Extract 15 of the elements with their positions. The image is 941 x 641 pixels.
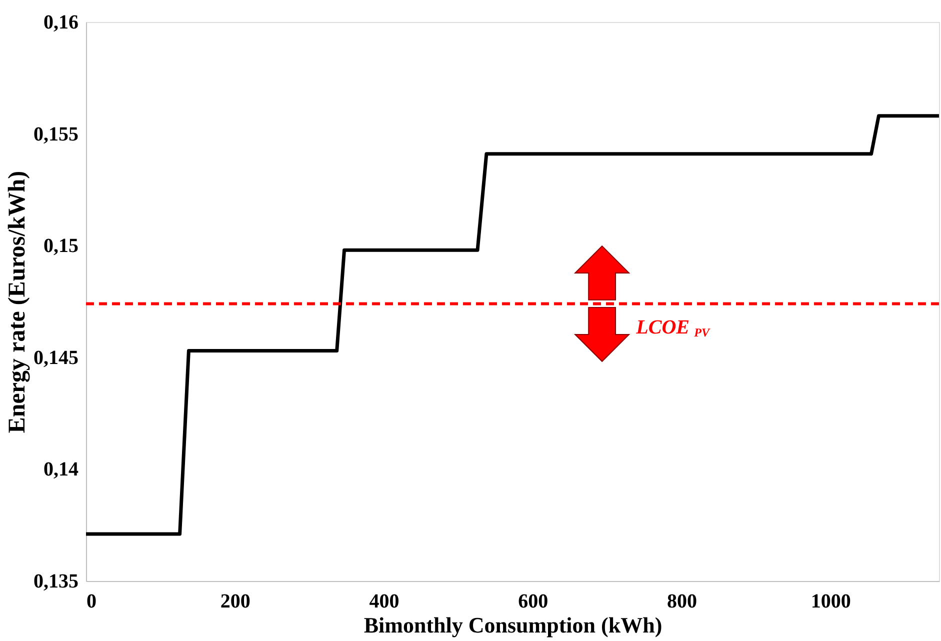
x-tick-label: 200 bbox=[220, 590, 250, 612]
y-tick-label: 0,15 bbox=[44, 235, 78, 258]
y-tick-label: 0,135 bbox=[34, 570, 78, 592]
y-tick-label: 0,16 bbox=[44, 12, 78, 34]
x-axis-title: Bimonthly Consumption (kWh) bbox=[364, 612, 662, 638]
x-tick-label: 400 bbox=[369, 590, 400, 612]
line-series bbox=[84, 114, 941, 536]
y-axis-title: Energy rate (Euros/kWh) bbox=[4, 170, 30, 434]
x-tick-label: 1000 bbox=[810, 590, 851, 612]
y-tick-label: 0,14 bbox=[44, 458, 78, 481]
x-tick-label: 600 bbox=[518, 590, 548, 612]
y-tick-label: 0,145 bbox=[34, 346, 78, 369]
x-tick-label: 0 bbox=[86, 590, 96, 612]
x-tick-label: 800 bbox=[666, 590, 697, 612]
y-tick-label: 0,155 bbox=[34, 123, 78, 146]
